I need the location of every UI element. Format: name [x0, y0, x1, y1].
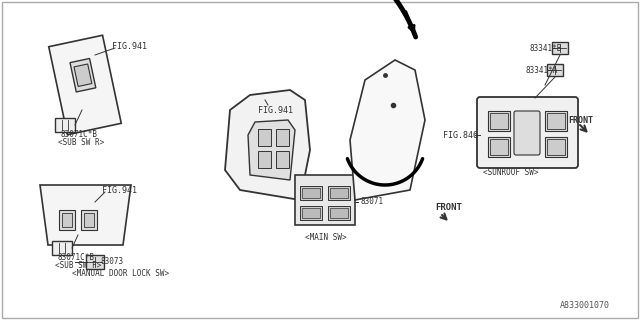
Bar [81, 210, 97, 230]
FancyBboxPatch shape [55, 118, 75, 132]
Text: 83341*B: 83341*B [530, 44, 563, 52]
Polygon shape [225, 90, 310, 200]
Text: <SUNROOF SW>: <SUNROOF SW> [483, 167, 538, 177]
Bar [59, 210, 75, 230]
Text: FIG.941: FIG.941 [112, 42, 147, 51]
FancyBboxPatch shape [514, 111, 540, 155]
Text: 83071C*B: 83071C*B [60, 130, 97, 139]
Polygon shape [350, 60, 425, 200]
Text: <MAIN SW>: <MAIN SW> [305, 233, 347, 242]
Bar [330, 208, 348, 218]
Bar [302, 208, 320, 218]
Text: FIG.846: FIG.846 [443, 131, 478, 140]
Bar [545, 111, 567, 131]
Bar [547, 139, 565, 155]
FancyBboxPatch shape [552, 42, 568, 54]
Bar [302, 188, 320, 198]
Text: FRONT: FRONT [435, 204, 462, 212]
FancyBboxPatch shape [547, 64, 563, 76]
Bar [328, 186, 350, 200]
Text: 83071: 83071 [360, 197, 383, 206]
Polygon shape [74, 64, 92, 86]
Bar [490, 113, 508, 129]
Bar [547, 113, 565, 129]
Bar [545, 137, 567, 157]
Text: <SUB SW R>: <SUB SW R> [58, 138, 104, 147]
Polygon shape [70, 59, 96, 92]
Text: FIG.941: FIG.941 [102, 186, 137, 195]
Bar [62, 213, 72, 227]
Bar [276, 151, 289, 168]
Polygon shape [49, 35, 121, 135]
Text: 83071C*B: 83071C*B [57, 252, 94, 261]
Bar [330, 188, 348, 198]
Text: 83073: 83073 [100, 258, 123, 267]
Text: FRONT: FRONT [568, 116, 593, 124]
FancyBboxPatch shape [477, 97, 578, 168]
Bar [300, 206, 322, 220]
Bar [300, 186, 322, 200]
Text: <MANUAL DOOR LOCK SW>: <MANUAL DOOR LOCK SW> [72, 268, 169, 277]
Bar [490, 139, 508, 155]
Polygon shape [40, 185, 131, 245]
Bar [488, 137, 510, 157]
FancyBboxPatch shape [295, 175, 355, 225]
Bar [328, 206, 350, 220]
Polygon shape [248, 120, 295, 180]
Text: <SUB SW F>: <SUB SW F> [55, 260, 101, 269]
Bar [258, 151, 271, 168]
Bar [258, 129, 271, 146]
Text: A833001070: A833001070 [560, 300, 610, 309]
FancyBboxPatch shape [52, 241, 72, 255]
Bar [488, 111, 510, 131]
Text: FIG.941: FIG.941 [258, 106, 293, 115]
Text: 83341*A: 83341*A [525, 66, 557, 75]
Bar [276, 129, 289, 146]
Bar [84, 213, 94, 227]
FancyBboxPatch shape [86, 255, 104, 269]
